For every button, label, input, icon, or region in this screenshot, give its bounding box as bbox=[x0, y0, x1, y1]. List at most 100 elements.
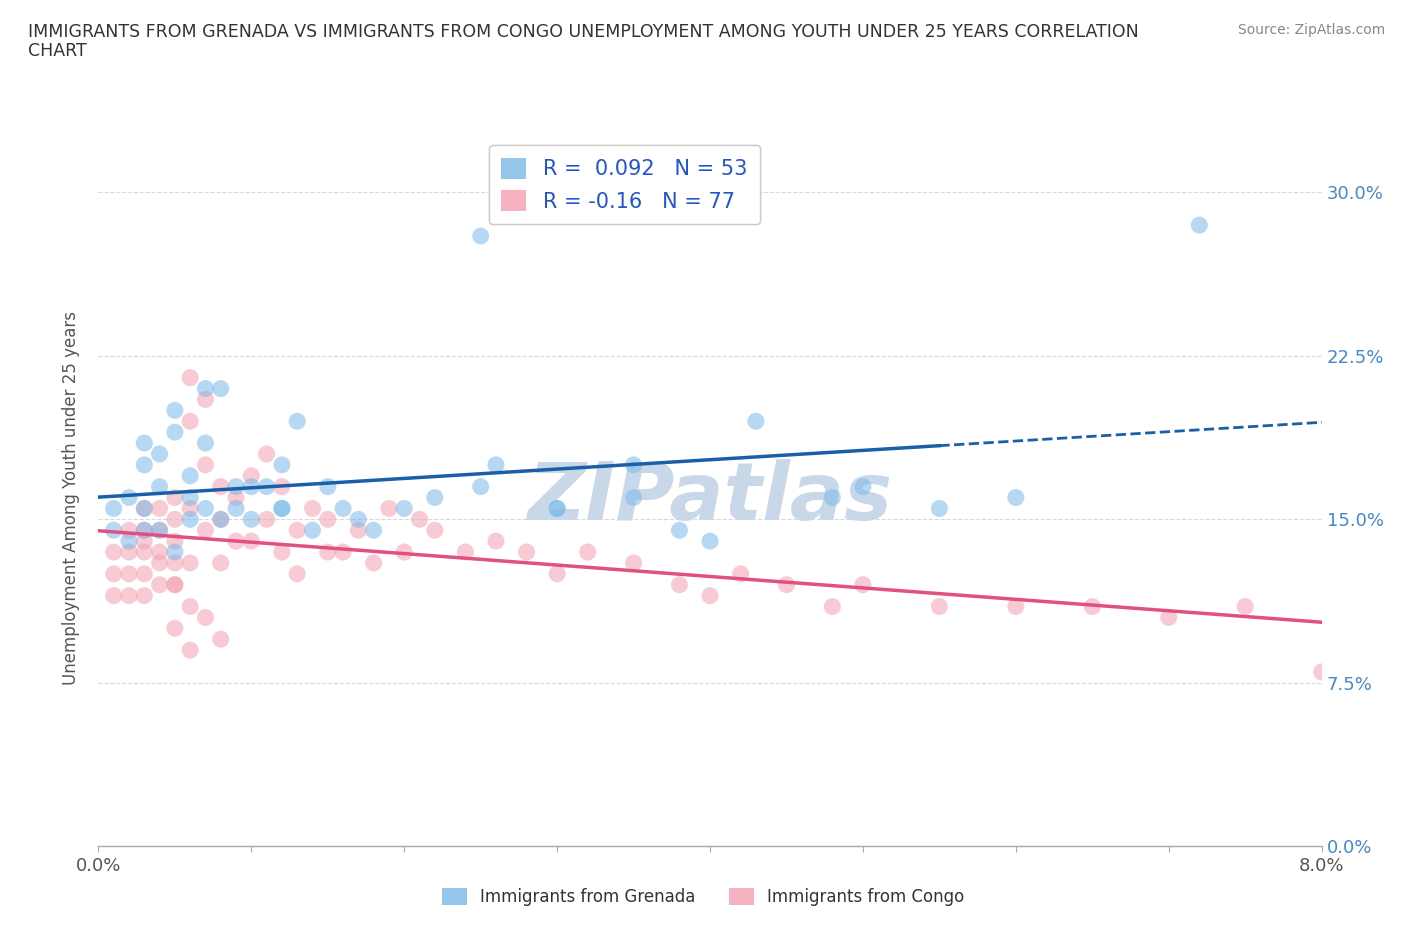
Point bbox=[332, 501, 354, 516]
Point bbox=[163, 555, 186, 570]
Point bbox=[134, 545, 156, 560]
Point bbox=[1310, 665, 1333, 680]
Point bbox=[363, 523, 385, 538]
Point bbox=[179, 512, 201, 526]
Point bbox=[270, 501, 294, 516]
Point bbox=[149, 501, 172, 516]
Point bbox=[134, 534, 156, 549]
Point bbox=[163, 578, 186, 592]
Point bbox=[103, 566, 125, 581]
Point bbox=[623, 490, 645, 505]
Point bbox=[270, 545, 294, 560]
Point bbox=[363, 555, 385, 570]
Point bbox=[775, 578, 797, 592]
Point bbox=[928, 599, 950, 614]
Point bbox=[225, 490, 247, 505]
Point bbox=[209, 479, 232, 494]
Point bbox=[225, 534, 247, 549]
Point bbox=[103, 523, 125, 538]
Point bbox=[270, 501, 294, 516]
Point bbox=[730, 566, 752, 581]
Text: IMMIGRANTS FROM GRENADA VS IMMIGRANTS FROM CONGO UNEMPLOYMENT AMONG YOUTH UNDER : IMMIGRANTS FROM GRENADA VS IMMIGRANTS FR… bbox=[28, 23, 1139, 41]
Point bbox=[103, 588, 125, 603]
Point bbox=[134, 435, 156, 450]
Point bbox=[256, 512, 278, 526]
Point bbox=[623, 555, 645, 570]
Point bbox=[332, 545, 354, 560]
Point bbox=[821, 599, 844, 614]
Point bbox=[546, 566, 568, 581]
Point bbox=[149, 578, 172, 592]
Point bbox=[118, 490, 141, 505]
Point bbox=[576, 545, 599, 560]
Point bbox=[134, 523, 156, 538]
Point bbox=[118, 545, 141, 560]
Point bbox=[179, 414, 201, 429]
Point bbox=[668, 523, 690, 538]
Point bbox=[163, 512, 186, 526]
Point bbox=[240, 512, 263, 526]
Point bbox=[516, 545, 538, 560]
Point bbox=[179, 490, 201, 505]
Point bbox=[163, 578, 186, 592]
Point bbox=[163, 621, 186, 636]
Legend: Immigrants from Grenada, Immigrants from Congo: Immigrants from Grenada, Immigrants from… bbox=[434, 881, 972, 912]
Point bbox=[256, 479, 278, 494]
Point bbox=[163, 545, 186, 560]
Point bbox=[1157, 610, 1180, 625]
Point bbox=[454, 545, 477, 560]
Point bbox=[1004, 490, 1026, 505]
Point bbox=[301, 523, 323, 538]
Point bbox=[194, 435, 217, 450]
Point bbox=[194, 610, 217, 625]
Point bbox=[821, 490, 844, 505]
Point bbox=[316, 512, 339, 526]
Point bbox=[209, 555, 232, 570]
Point bbox=[623, 458, 645, 472]
Point bbox=[347, 523, 370, 538]
Point bbox=[118, 523, 141, 538]
Point bbox=[285, 566, 308, 581]
Point bbox=[209, 512, 232, 526]
Point bbox=[256, 446, 278, 461]
Point bbox=[699, 534, 721, 549]
Y-axis label: Unemployment Among Youth under 25 years: Unemployment Among Youth under 25 years bbox=[62, 311, 80, 684]
Point bbox=[699, 588, 721, 603]
Text: Source: ZipAtlas.com: Source: ZipAtlas.com bbox=[1237, 23, 1385, 37]
Point bbox=[745, 414, 768, 429]
Point bbox=[209, 512, 232, 526]
Point bbox=[163, 403, 186, 418]
Point bbox=[118, 534, 141, 549]
Point bbox=[134, 501, 156, 516]
Point bbox=[852, 578, 875, 592]
Point bbox=[470, 229, 492, 244]
Point bbox=[392, 501, 416, 516]
Point bbox=[546, 501, 568, 516]
Point bbox=[149, 446, 172, 461]
Point bbox=[470, 479, 492, 494]
Point bbox=[285, 414, 308, 429]
Point bbox=[316, 479, 339, 494]
Point bbox=[423, 490, 446, 505]
Point bbox=[285, 523, 308, 538]
Point bbox=[103, 501, 125, 516]
Point bbox=[149, 555, 172, 570]
Point bbox=[118, 566, 141, 581]
Point bbox=[163, 490, 186, 505]
Point bbox=[179, 555, 201, 570]
Point bbox=[163, 534, 186, 549]
Point bbox=[1081, 599, 1104, 614]
Point bbox=[485, 458, 508, 472]
Point bbox=[408, 512, 430, 526]
Text: ZIPatlas: ZIPatlas bbox=[527, 458, 893, 537]
Point bbox=[225, 479, 247, 494]
Point bbox=[1004, 599, 1026, 614]
Point bbox=[1234, 599, 1257, 614]
Point bbox=[149, 545, 172, 560]
Point bbox=[179, 370, 201, 385]
Point bbox=[240, 479, 263, 494]
Point bbox=[301, 501, 323, 516]
Point bbox=[179, 599, 201, 614]
Point bbox=[149, 523, 172, 538]
Point bbox=[423, 523, 446, 538]
